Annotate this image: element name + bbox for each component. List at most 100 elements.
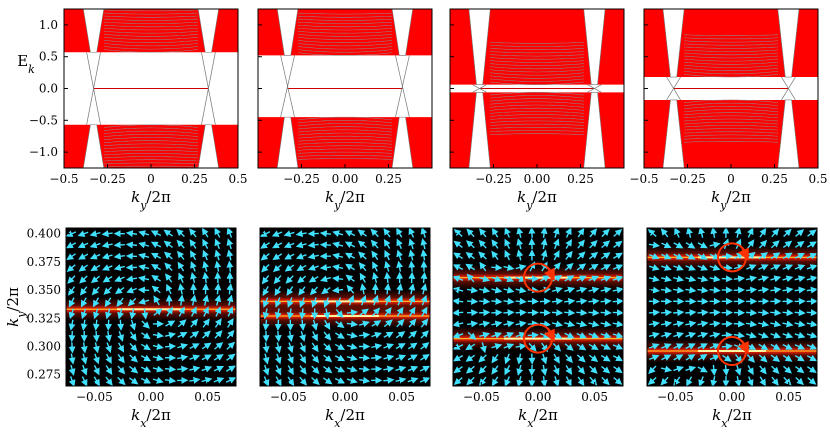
field-arrow: [806, 264, 817, 271]
field-arrow: [588, 309, 600, 317]
y-tick-label: 0.400: [27, 227, 61, 241]
field-arrow: [226, 228, 234, 238]
field-arrow: [287, 365, 294, 376]
x-tick-label: 0.5: [228, 172, 247, 186]
field-arrow: [685, 309, 697, 317]
field-arrow: [102, 275, 113, 283]
field-arrow: [299, 319, 306, 331]
field-arrow: [541, 342, 549, 353]
band-window-2: [197, 9, 219, 53]
field-arrow: [80, 364, 88, 376]
band-line: [103, 162, 199, 165]
field-arrow: [600, 286, 612, 294]
field-arrow: [129, 331, 137, 342]
field-arrow: [685, 320, 697, 328]
field-arrow: [516, 376, 524, 386]
field-arrow: [202, 294, 210, 306]
field-arrow: [213, 354, 224, 361]
field-arrow: [371, 320, 382, 327]
field-arrow: [177, 319, 187, 328]
field-arrow: [745, 275, 758, 283]
x-axis-label: kx/2π: [518, 406, 558, 430]
upper-band: [64, 9, 238, 53]
band-line: [103, 9, 199, 12]
y-tick-label: 0.325: [27, 311, 61, 325]
field-arrow: [395, 331, 406, 339]
field-arrow: [177, 283, 185, 295]
field-arrow: [612, 354, 623, 362]
field-arrow: [226, 353, 236, 361]
field-arrow: [588, 263, 599, 271]
field-arrow: [358, 262, 367, 272]
band-line: [103, 153, 199, 156]
field-arrow: [465, 252, 475, 260]
field-arrow: [114, 287, 125, 295]
field-arrow: [331, 275, 344, 283]
field-arrow: [190, 250, 197, 261]
field-arrow: [516, 249, 524, 261]
x-axis-label: kx/2π: [325, 406, 365, 430]
field-arrow: [453, 228, 463, 237]
field-arrow: [190, 261, 197, 272]
field-arrow: [674, 228, 681, 238]
x-tick-label: 0.05: [581, 390, 608, 404]
field-arrow: [177, 294, 185, 306]
field-arrow: [770, 275, 782, 283]
field-arrow: [344, 230, 356, 237]
field-arrow: [163, 240, 173, 249]
field-arrow: [323, 343, 332, 352]
field-arrow: [274, 297, 282, 308]
field-arrow: [101, 230, 113, 238]
band-line: [297, 40, 393, 43]
field-arrow: [601, 240, 611, 249]
band-line: [683, 58, 779, 62]
band-line: [489, 95, 585, 99]
field-arrow: [335, 320, 345, 329]
field-arrow: [165, 320, 176, 327]
field-arrow: [346, 365, 358, 373]
field-arrow: [371, 250, 379, 261]
field-arrow: [503, 275, 515, 283]
field-arrow: [794, 241, 805, 248]
field-arrow: [453, 343, 464, 350]
field-arrow: [540, 364, 548, 376]
lower-band: [644, 99, 818, 168]
band-line: [103, 146, 199, 150]
field-arrow: [298, 286, 306, 296]
field-arrow: [225, 377, 236, 384]
field-arrow: [806, 320, 817, 328]
field-arrow: [565, 376, 572, 386]
field-arrow: [600, 331, 612, 339]
y-axis-label: Ek: [17, 52, 35, 76]
field-arrow: [795, 365, 805, 374]
field-arrow: [612, 286, 623, 294]
field-arrow: [137, 286, 150, 294]
field-arrow: [697, 320, 709, 328]
field-arrow: [745, 286, 758, 294]
field-arrow: [395, 354, 407, 362]
field-arrow: [660, 275, 673, 283]
band-line: [489, 92, 585, 96]
field-arrow: [346, 320, 359, 328]
field-arrow: [794, 275, 806, 283]
field-arrow: [491, 264, 503, 271]
field-arrow: [466, 320, 479, 328]
field-arrow: [795, 229, 805, 237]
y-tick-label: −1.0: [29, 145, 58, 159]
field-arrow: [565, 365, 573, 375]
band-line: [103, 37, 199, 40]
field-arrow: [384, 307, 392, 317]
field-arrow: [612, 264, 623, 271]
heatmap-background: [453, 228, 623, 386]
field-panel-2: −0.05 0.00 0.05 kx/2π: [259, 227, 431, 430]
field-arrow: [371, 272, 379, 284]
field-arrow: [491, 275, 503, 283]
field-arrow: [515, 286, 527, 294]
field-arrow: [466, 297, 479, 305]
y-tick-label: 0.375: [27, 255, 61, 269]
field-arrow: [150, 252, 162, 260]
band-line: [297, 43, 393, 47]
band-window-1: [83, 9, 105, 53]
band-line: [489, 66, 585, 70]
band-line: [683, 64, 779, 68]
